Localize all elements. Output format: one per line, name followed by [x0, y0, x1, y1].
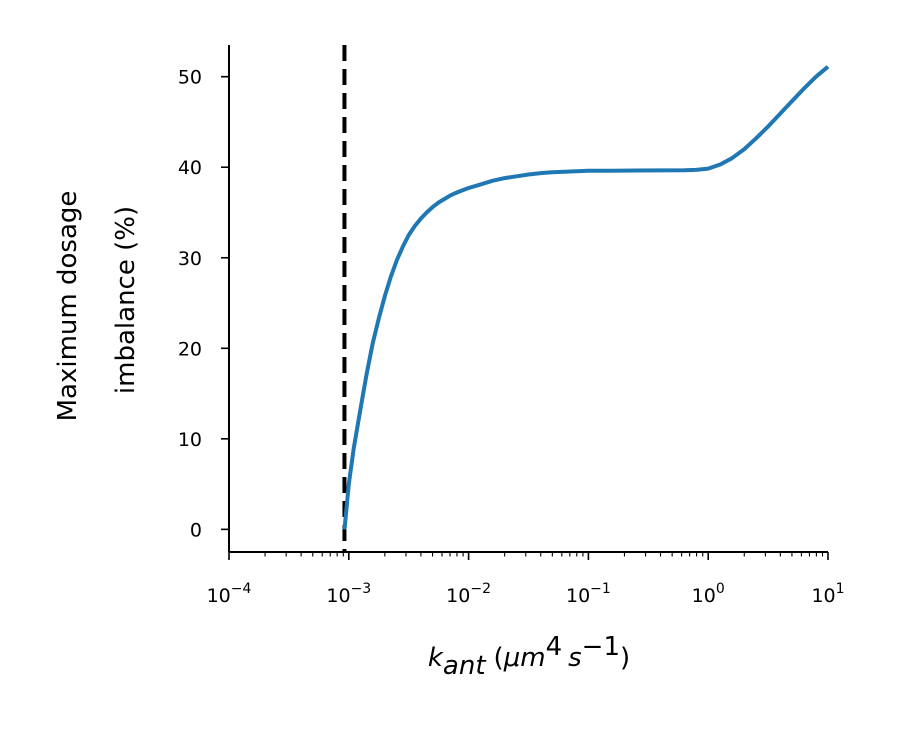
x-axis-ticks: 10−4 10−3 10−2 10−1 100 101	[207, 552, 845, 607]
x-tick-label: 10−1	[566, 581, 611, 607]
x-tick-label: 10−4	[207, 581, 252, 607]
y-tick-label: 0	[190, 519, 202, 541]
x-label-open: (	[494, 643, 504, 673]
y-tick-label: 50	[178, 67, 202, 89]
plot-area	[342, 45, 830, 552]
x-label-mum: μm	[503, 643, 546, 673]
x-tick-label: 10−2	[446, 581, 491, 607]
x-label-k: k	[428, 643, 444, 673]
series-line-0	[342, 65, 830, 530]
x-label-close: )	[620, 643, 630, 673]
x-tick-label: 100	[692, 581, 725, 607]
y-tick-label: 40	[178, 157, 202, 179]
x-label-sup4: 4	[546, 632, 563, 662]
y-tick-label: 30	[178, 248, 202, 270]
x-label-s: s	[568, 643, 582, 673]
y-axis-label: Maximum dosage imbalance (%)	[53, 191, 141, 422]
x-label-supm1: −1	[582, 632, 620, 662]
y-axis-label-line-2: imbalance (%)	[111, 206, 141, 394]
x-axis-label: kant (μm4 s−1)	[428, 632, 630, 681]
x-label-sub: ant	[443, 651, 486, 681]
y-tick-label: 10	[178, 429, 202, 451]
x-tick-label: 10−3	[326, 581, 371, 607]
y-axis-label-line-1: Maximum dosage	[53, 191, 83, 422]
y-tick-label: 20	[178, 338, 202, 360]
y-axis-ticks: 0 10 20 30 40 50	[178, 67, 229, 541]
x-tick-label: 101	[811, 581, 844, 607]
